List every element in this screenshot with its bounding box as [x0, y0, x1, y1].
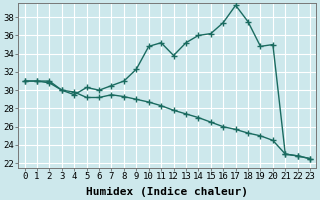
X-axis label: Humidex (Indice chaleur): Humidex (Indice chaleur)	[86, 186, 248, 197]
